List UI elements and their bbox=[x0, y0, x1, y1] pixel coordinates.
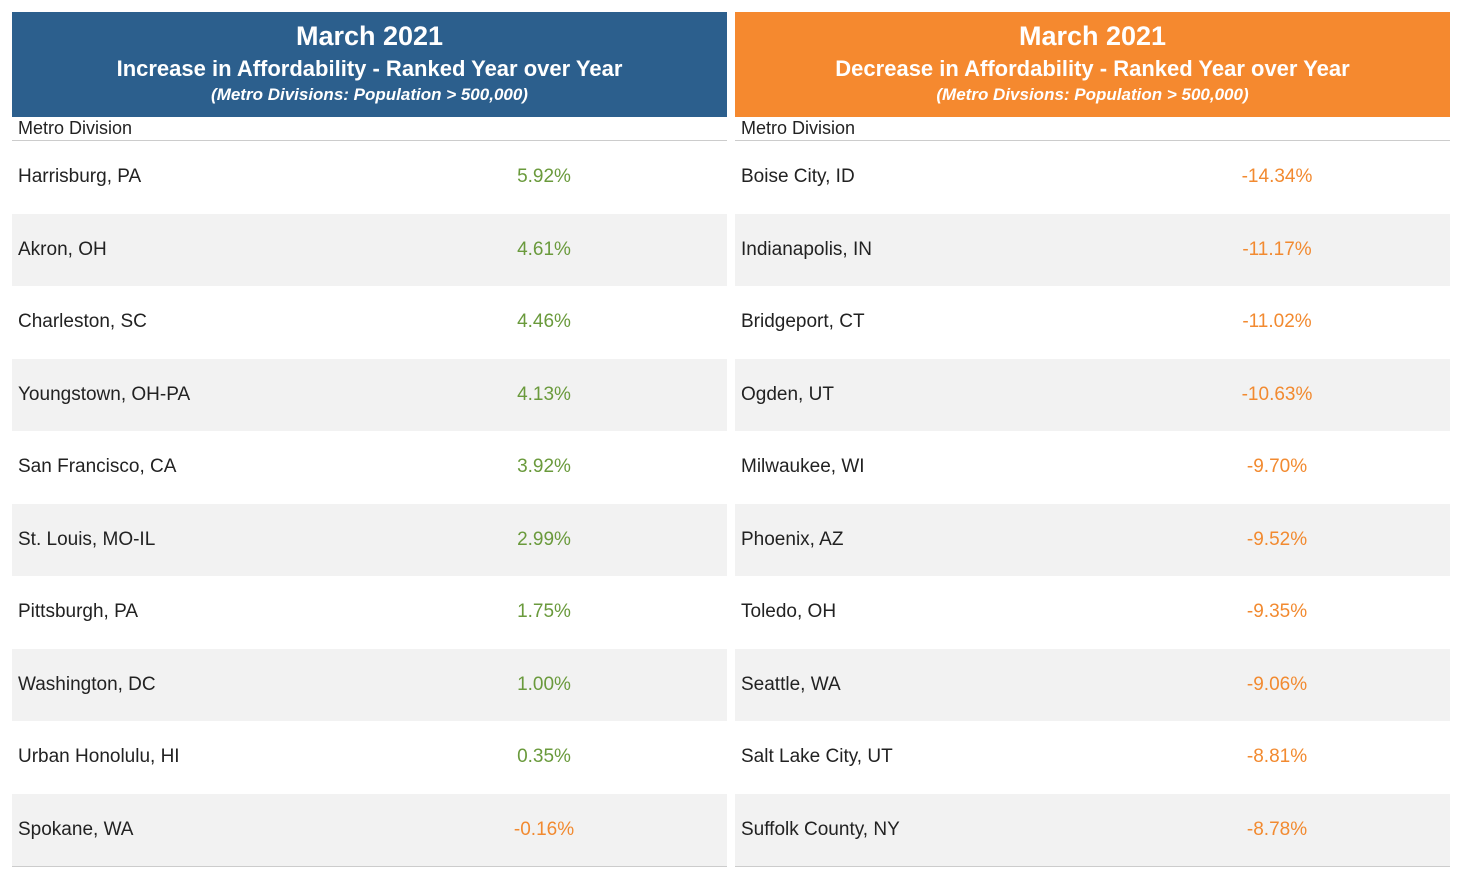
table-row: Boise City, ID -14.34% bbox=[735, 141, 1450, 214]
affordability-change-value: -9.52% bbox=[1246, 528, 1308, 550]
decrease-table-title: March 2021 bbox=[1018, 21, 1167, 51]
affordability-change-value: 5.92% bbox=[517, 166, 571, 188]
decrease-affordability-table: March 2021 Decrease in Affordability - R… bbox=[735, 12, 1450, 867]
metro-division-name: Harrisburg, PA bbox=[18, 166, 142, 188]
increase-table-title: March 2021 bbox=[295, 21, 444, 51]
decrease-table-header: March 2021 Decrease in Affordability - R… bbox=[735, 12, 1450, 117]
decrease-rows: Boise City, ID -14.34% Indianapolis, IN -11… bbox=[735, 141, 1450, 867]
affordability-change-value: 4.46% bbox=[517, 311, 571, 333]
metro-division-name: Suffolk County, NY bbox=[741, 818, 900, 840]
affordability-change-value: -14.34% bbox=[1241, 166, 1313, 188]
table-row: St. Louis, MO-IL 2.99% bbox=[12, 503, 727, 576]
table-row: San Francisco, CA 3.92% bbox=[12, 431, 727, 504]
decrease-table-note: (Metro Divsions: Population > 500,000) bbox=[936, 85, 1249, 104]
table-row: Youngstown, OH-PA 4.13% bbox=[12, 358, 727, 431]
affordability-change-value: 3.92% bbox=[517, 456, 571, 478]
increase-column-header: Metro Division bbox=[12, 117, 727, 141]
affordability-change-value: 4.61% bbox=[517, 238, 571, 260]
table-row: Harrisburg, PA 5.92% bbox=[12, 141, 727, 214]
affordability-change-value: -10.63% bbox=[1241, 383, 1313, 405]
increase-table-subtitle: Increase in Affordability - Ranked Year … bbox=[116, 56, 623, 81]
metro-division-name: Salt Lake City, UT bbox=[741, 746, 893, 768]
metro-division-name: Akron, OH bbox=[18, 238, 107, 260]
table-row: Akron, OH 4.61% bbox=[12, 213, 727, 286]
affordability-change-value: 4.13% bbox=[517, 383, 571, 405]
affordability-change-value: -9.35% bbox=[1246, 601, 1308, 623]
affordability-change-value: -9.70% bbox=[1246, 456, 1308, 478]
metro-division-name: Charleston, SC bbox=[18, 311, 147, 333]
metro-division-name: Indianapolis, IN bbox=[741, 238, 872, 260]
affordability-change-value: -8.81% bbox=[1246, 746, 1308, 768]
table-row: Urban Honolulu, HI 0.35% bbox=[12, 721, 727, 794]
metro-division-name: Spokane, WA bbox=[18, 818, 134, 840]
affordability-change-value: 1.75% bbox=[517, 601, 571, 623]
affordability-change-value: -11.02% bbox=[1242, 311, 1312, 333]
metro-division-name: Washington, DC bbox=[18, 673, 156, 695]
table-row: Charleston, SC 4.46% bbox=[12, 286, 727, 359]
decrease-table-subtitle: Decrease in Affordability - Ranked Year … bbox=[835, 56, 1350, 81]
table-row: Toledo, OH -9.35% bbox=[735, 576, 1450, 649]
table-row: Washington, DC 1.00% bbox=[12, 648, 727, 721]
table-row: Seattle, WA -9.06% bbox=[735, 648, 1450, 721]
affordability-change-value: -9.06% bbox=[1246, 673, 1308, 695]
affordability-change-value: -8.78% bbox=[1246, 818, 1308, 840]
table-row: Ogden, UT -10.63% bbox=[735, 358, 1450, 431]
metro-division-name: St. Louis, MO-IL bbox=[18, 528, 156, 550]
table-row: Phoenix, AZ -9.52% bbox=[735, 503, 1450, 576]
affordability-change-value: 1.00% bbox=[517, 673, 571, 695]
metro-division-name: Seattle, WA bbox=[741, 673, 841, 695]
table-row: Pittsburgh, PA 1.75% bbox=[12, 576, 727, 649]
metro-division-name: Urban Honolulu, HI bbox=[18, 746, 180, 768]
increase-table-header: March 2021 Increase in Affordability - R… bbox=[12, 12, 727, 117]
decrease-column-header: Metro Division bbox=[735, 117, 1450, 141]
increase-table-note: (Metro Divisions: Population > 500,000) bbox=[211, 85, 528, 104]
metro-division-name: Bridgeport, CT bbox=[741, 311, 865, 333]
table-row: Milwaukee, WI -9.70% bbox=[735, 431, 1450, 504]
affordability-change-value: 2.99% bbox=[517, 528, 571, 550]
metro-division-name: Toledo, OH bbox=[741, 601, 837, 623]
metro-division-name: San Francisco, CA bbox=[18, 456, 177, 478]
table-row: Spokane, WA -0.16% bbox=[12, 793, 727, 866]
increase-rows: Harrisburg, PA 5.92% Akron, OH 4.61% Charles… bbox=[12, 141, 727, 867]
metro-division-name: Phoenix, AZ bbox=[741, 528, 844, 550]
affordability-change-value: -0.16% bbox=[513, 818, 575, 840]
affordability-change-value: 0.35% bbox=[517, 746, 571, 768]
table-row: Bridgeport, CT -11.02% bbox=[735, 286, 1450, 359]
affordability-change-value: -11.17% bbox=[1242, 238, 1312, 260]
increase-affordability-table: March 2021 Increase in Affordability - R… bbox=[12, 12, 727, 867]
metro-division-name: Youngstown, OH-PA bbox=[18, 383, 191, 405]
metro-division-name: Ogden, UT bbox=[741, 383, 834, 405]
metro-division-name: Boise City, ID bbox=[741, 166, 855, 188]
table-row: Salt Lake City, UT -8.81% bbox=[735, 721, 1450, 794]
table-row: Suffolk County, NY -8.78% bbox=[735, 793, 1450, 866]
table-row: Indianapolis, IN -11.17% bbox=[735, 213, 1450, 286]
metro-division-name: Milwaukee, WI bbox=[741, 456, 865, 478]
metro-division-name: Pittsburgh, PA bbox=[18, 601, 139, 623]
